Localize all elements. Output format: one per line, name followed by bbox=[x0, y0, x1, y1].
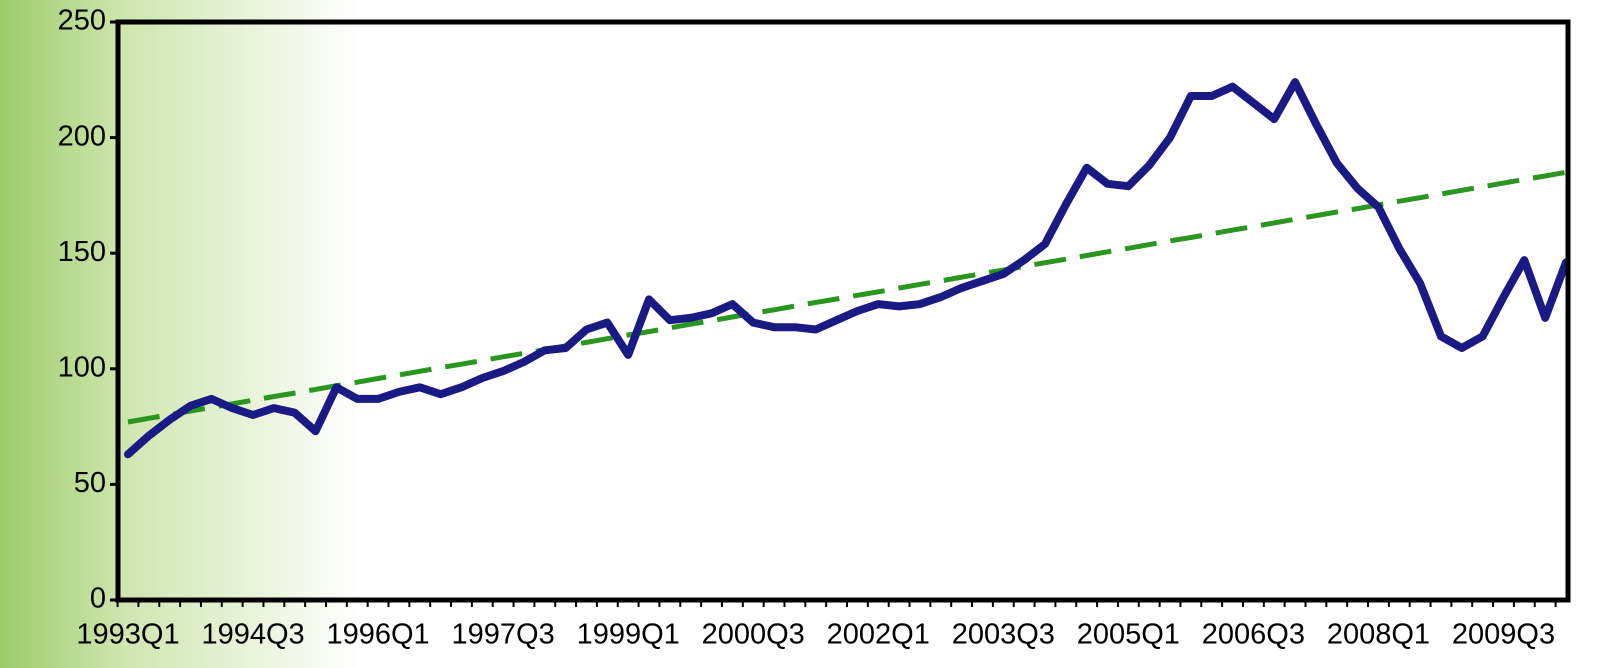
y-tick-label: 250 bbox=[58, 5, 106, 37]
x-tick-label: 1996Q1 bbox=[326, 619, 429, 651]
y-tick-label: 200 bbox=[58, 120, 106, 152]
x-tick-label: 2000Q3 bbox=[702, 619, 805, 651]
plot-area bbox=[124, 78, 1568, 459]
x-tick-label: 2006Q3 bbox=[1202, 619, 1305, 651]
x-tick-label: 2002Q1 bbox=[827, 619, 930, 651]
x-tick-label: 1997Q3 bbox=[452, 619, 555, 651]
x-tick-label: 2005Q1 bbox=[1077, 619, 1180, 651]
x-tick-label: 1994Q3 bbox=[201, 619, 304, 651]
x-tick-label: 1999Q1 bbox=[577, 619, 680, 651]
x-tick-label: 2008Q1 bbox=[1327, 619, 1430, 651]
y-tick-label: 50 bbox=[74, 467, 106, 499]
y-tick-label: 100 bbox=[58, 351, 106, 383]
x-tick-label: 2009Q3 bbox=[1452, 619, 1555, 651]
data-line bbox=[124, 78, 1568, 459]
trend-line bbox=[127, 169, 1567, 425]
x-tick-label: 1993Q1 bbox=[76, 619, 179, 651]
y-tick-label: 150 bbox=[58, 236, 106, 268]
background-gradient bbox=[0, 0, 360, 668]
x-tick-label: 2003Q3 bbox=[952, 619, 1055, 651]
plot-frame bbox=[115, 19, 1571, 603]
y-tick-label: 0 bbox=[90, 583, 106, 615]
